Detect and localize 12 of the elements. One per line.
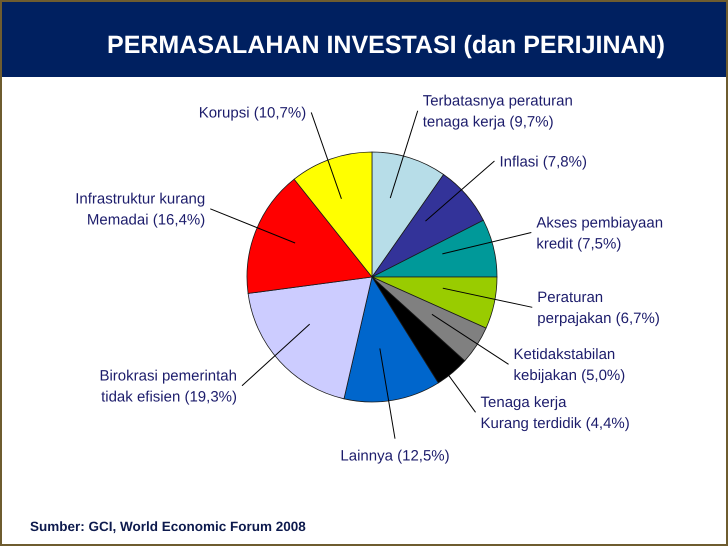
slice-label: Inflasi (7,8%)	[499, 153, 588, 170]
slice-label: Terbatasnya peraturan tenaga kerja (9,7%)	[422, 92, 573, 131]
text: Sumber: GCI, World Economic Forum 2008	[30, 519, 306, 534]
slice-label: Tenaga kerja Kurang terdidik (4,4%)	[480, 394, 630, 432]
slice-label: Korupsi (10,7%)	[198, 104, 306, 122]
slice-label: Infrastruktur kurang Memadai (16,4%)	[75, 190, 206, 229]
chart-title: PERMASALAHAN INVESTASI (dan PERIJINAN)	[107, 31, 665, 60]
slice-label: Lainnya (12,5%)	[340, 447, 450, 464]
slice-label: Ketidakstabilan kebijakan (5,0%)	[514, 346, 626, 384]
slice-label: Birokrasi pemerintah tidak efisien (19,3%)	[99, 367, 237, 406]
slice-label: Akses pembiayaan kredit (7,5%)	[536, 214, 664, 252]
slice-label: Peraturan perpajakan (6,7%)	[537, 289, 660, 328]
